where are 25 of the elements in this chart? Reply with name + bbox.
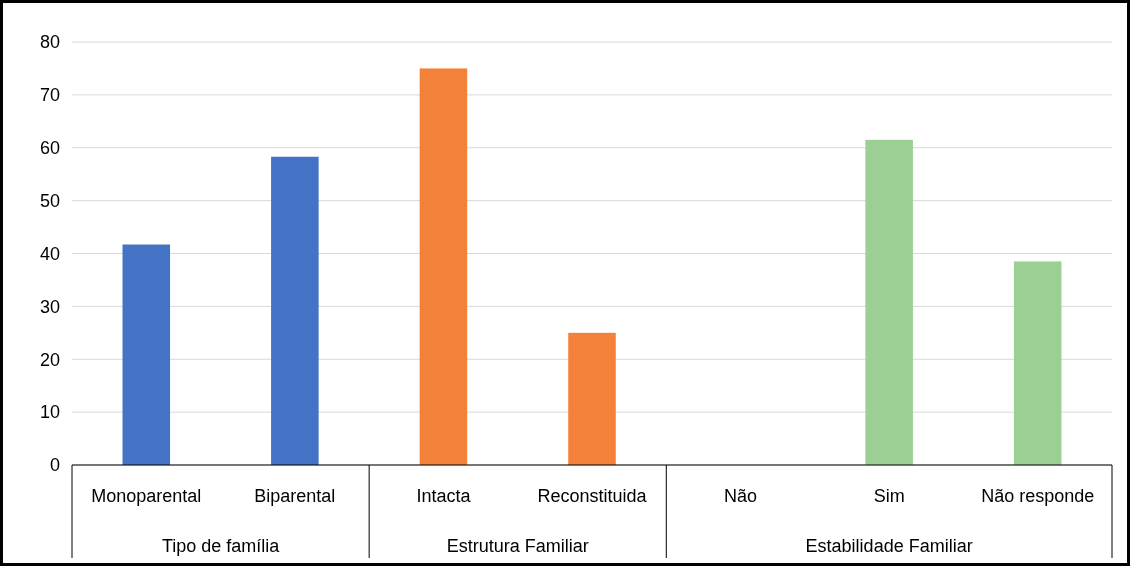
y-tick-label: 0 [49, 455, 60, 476]
x-tick-label: Não [724, 486, 758, 506]
x-tick-label: Sim [873, 486, 905, 506]
y-tick-label: 80 [39, 32, 60, 53]
x-tick-label: Não responde [981, 486, 1095, 506]
bar [419, 68, 468, 465]
x-tick-label: Biparental [254, 486, 336, 506]
y-tick-label: 20 [39, 349, 60, 370]
bar [568, 332, 616, 465]
text: Estrutura Familiar [446, 536, 589, 556]
bar [865, 139, 913, 465]
y-tick-label: 70 [39, 85, 60, 106]
x-tick-label: Monoparental [91, 486, 202, 506]
y-tick-label: 10 [39, 402, 60, 423]
y-tick-label: 40 [39, 243, 60, 264]
y-tick-label: 50 [39, 190, 60, 211]
bar [271, 156, 319, 465]
x-tick-label: Intacta [416, 486, 472, 506]
text: Tipo de família [161, 536, 281, 556]
bar [122, 244, 171, 465]
bar [1013, 261, 1062, 465]
y-tick-label: 30 [39, 296, 60, 317]
x-tick-label: Reconstituida [537, 486, 648, 506]
text: Estabilidade Familiar [805, 536, 973, 556]
y-tick-label: 60 [39, 138, 60, 159]
